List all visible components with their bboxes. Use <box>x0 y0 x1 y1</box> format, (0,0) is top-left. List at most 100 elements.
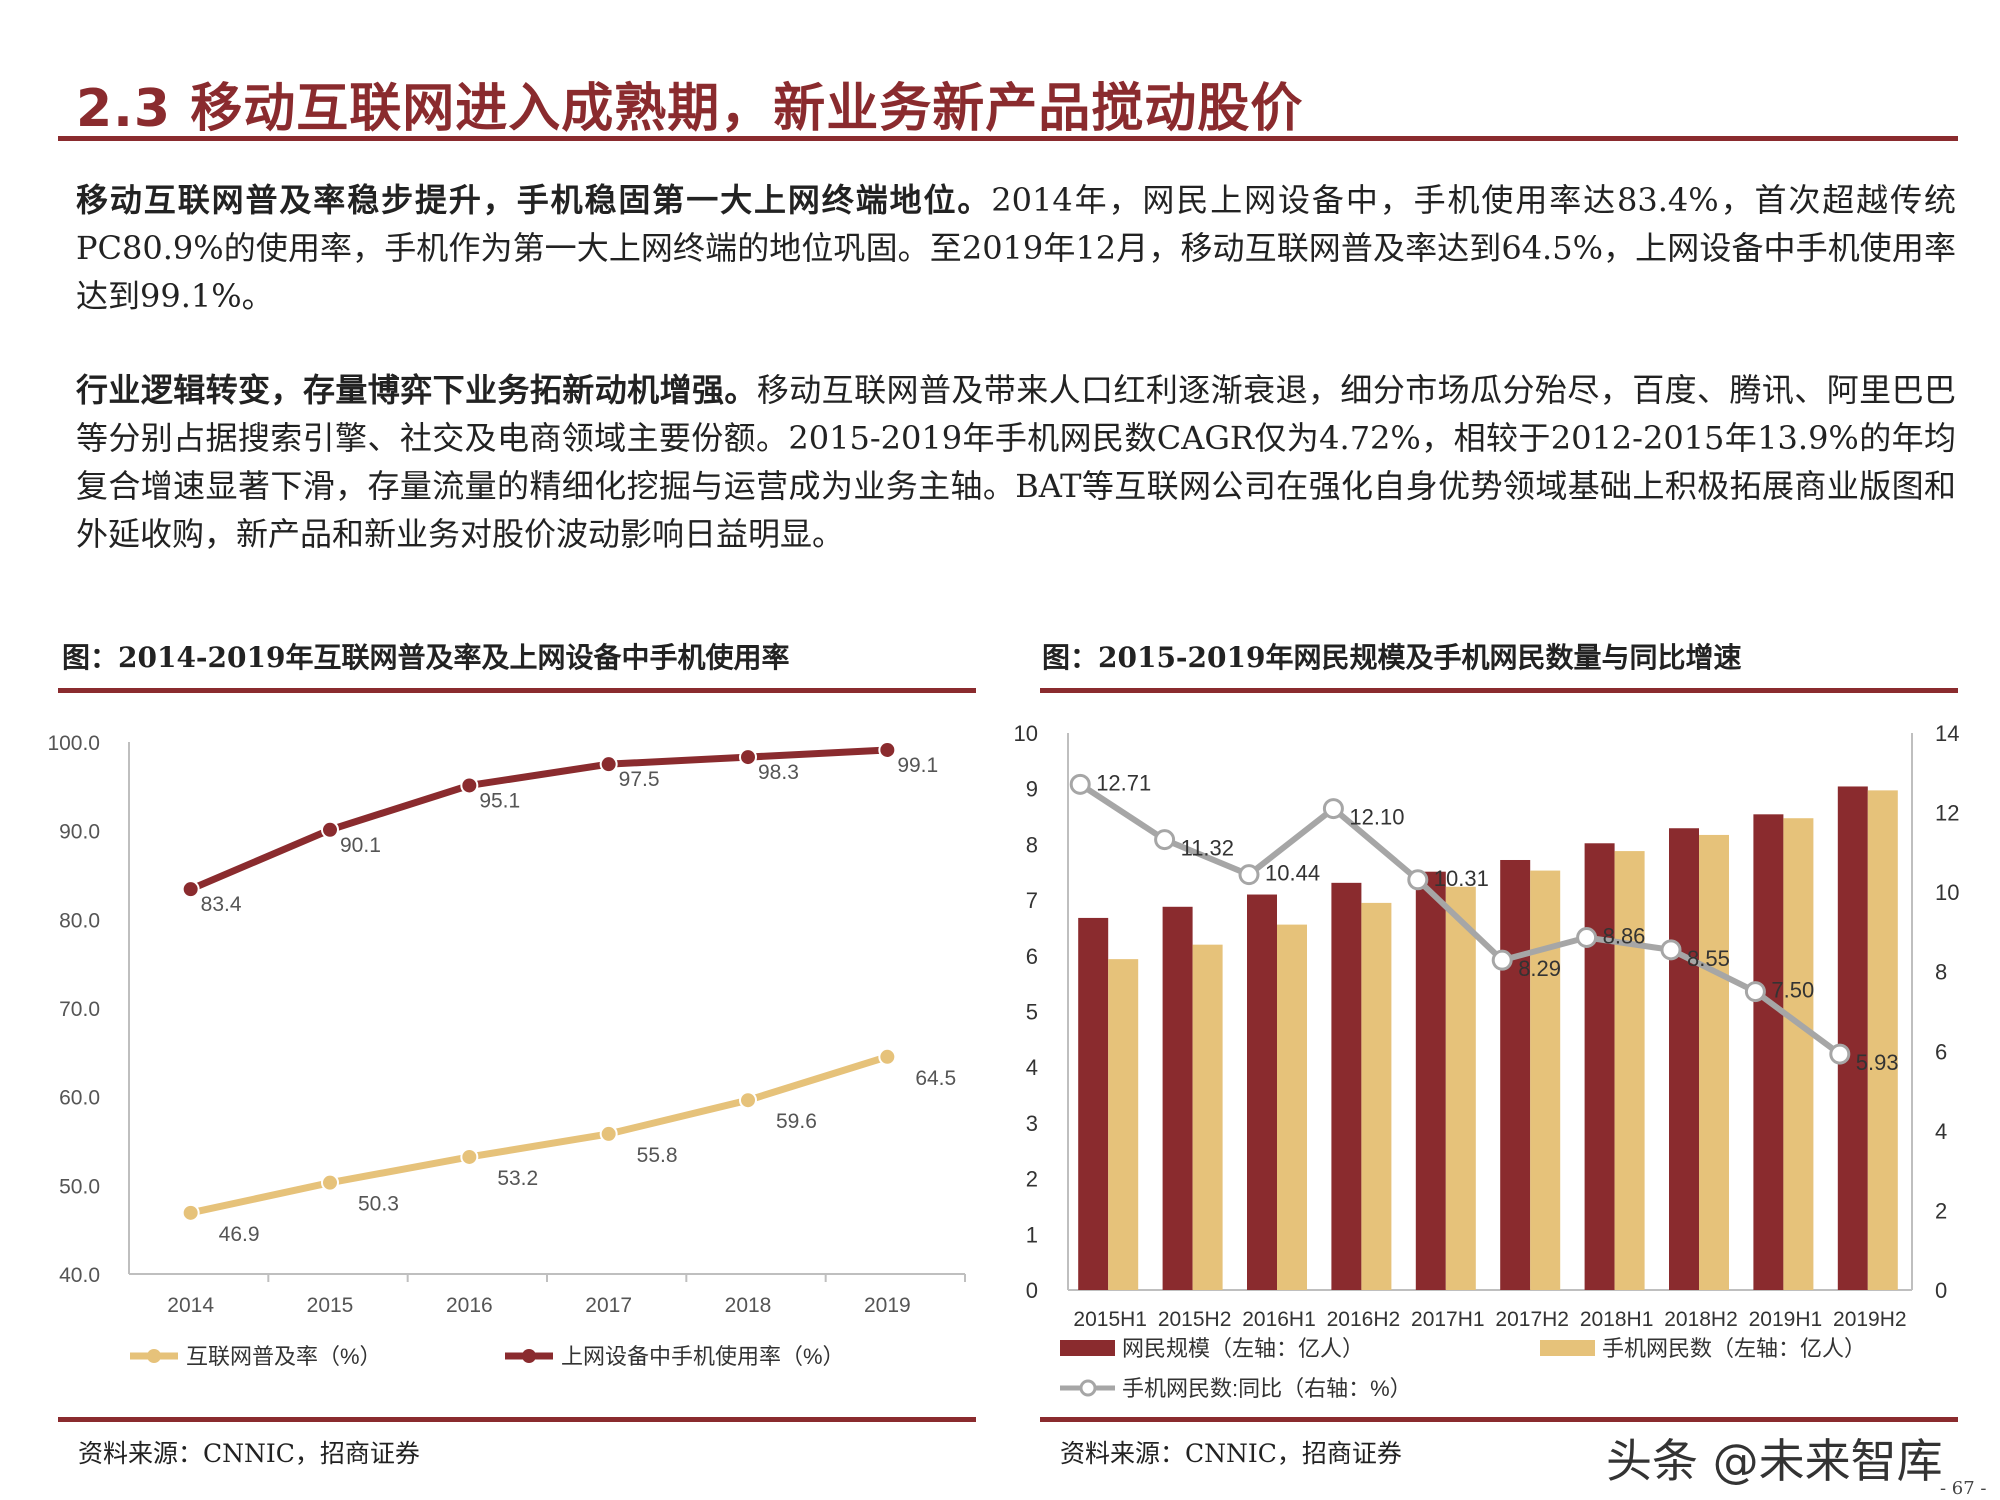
growth-point <box>1744 981 1766 1003</box>
paragraph-2: 行业逻辑转变，存量博弈下业务拓新动机增强。移动互联网普及带来人口红利逐渐衰退，细… <box>76 366 1956 558</box>
data-point <box>321 1173 339 1192</box>
legend-label: 手机网民数（左轴：亿人） <box>1602 1336 1866 1361</box>
right-chart-title: 图：2015-2019年网民规模及手机网民数量与同比增速 <box>1042 641 1742 674</box>
left-tick-label: 10 <box>1014 721 1038 746</box>
bar <box>1614 851 1645 1290</box>
data-label: 83.4 <box>201 893 242 916</box>
growth-point <box>1238 864 1260 886</box>
left-tick-label: 5 <box>1026 1000 1038 1025</box>
section-title: 2.3 移动互联网进入成熟期，新业务新产品搅动股价 <box>76 79 1304 139</box>
series-line <box>189 746 888 893</box>
page-number: - 67 - <box>1940 1478 1987 1499</box>
data-point <box>878 740 897 759</box>
left-chart-bottom-rule <box>58 1417 976 1422</box>
legend-label: 网民规模（左轴：亿人） <box>1122 1336 1364 1361</box>
right-chart-top-rule <box>1040 688 1958 693</box>
data-label: 46.9 <box>219 1223 260 1246</box>
growth-label: 8.29 <box>1518 956 1561 981</box>
right-tick-label: 10 <box>1935 880 1959 905</box>
growth-point <box>1154 829 1176 851</box>
bar <box>1837 786 1868 1290</box>
bar <box>1192 944 1223 1290</box>
y-tick-label: 80.0 <box>59 909 100 932</box>
right-tick-label: 6 <box>1935 1039 1947 1064</box>
x-tick-label: 2015 <box>307 1294 354 1317</box>
x-tick-label: 2019H2 <box>1833 1308 1907 1331</box>
bar <box>1108 959 1139 1290</box>
series-line <box>189 1053 889 1217</box>
data-point <box>878 1047 897 1066</box>
bar <box>1078 917 1109 1290</box>
bar <box>1584 843 1615 1290</box>
growth-point <box>1829 1043 1851 1065</box>
left-chart: 40.0 50.0 60.0 70.0 80.0 90.0 100.0 2014 2015 201… <box>47 732 966 1369</box>
legend-swatch <box>1540 1340 1595 1356</box>
bar <box>1247 894 1277 1290</box>
left-tick-label: 9 <box>1026 777 1038 802</box>
data-label: 53.2 <box>497 1167 538 1190</box>
data-label: 50.3 <box>358 1193 399 1216</box>
data-label: 90.1 <box>340 834 381 857</box>
data-label: 55.8 <box>637 1144 678 1167</box>
bar <box>1669 828 1699 1290</box>
data-label: 59.6 <box>776 1110 817 1133</box>
bar <box>1699 834 1729 1290</box>
left-tick-label: 8 <box>1026 832 1038 857</box>
x-tick-label: 2016 <box>446 1294 493 1317</box>
y-tick-label: 70.0 <box>59 998 100 1021</box>
growth-label: 8.86 <box>1603 923 1646 948</box>
data-point <box>739 748 757 767</box>
growth-point <box>1069 773 1091 795</box>
x-tick-label: 2019H1 <box>1749 1308 1823 1331</box>
x-tick-label: 2018 <box>725 1294 772 1317</box>
left-tick-label: 2 <box>1026 1167 1038 1192</box>
growth-point <box>1491 949 1513 971</box>
data-label: 98.3 <box>758 761 799 784</box>
bar <box>1331 882 1362 1290</box>
paragraph-2-body: 移动互联网普及带来人口红利逐渐衰退，细分市场瓜分殆尽，百度、腾讯、阿里巴巴等分别… <box>76 371 1956 553</box>
data-point <box>321 820 339 839</box>
left-tick-label: 6 <box>1026 944 1038 969</box>
data-point <box>739 1091 757 1110</box>
x-tick-label: 2017 <box>585 1294 632 1317</box>
legend-label: 上网设备中手机使用率（%） <box>561 1344 845 1369</box>
data-point <box>181 1203 200 1222</box>
watermark: 头条 @未来智库 <box>1606 1434 1943 1488</box>
right-chart-source: 资料来源：CNNIC，招商证券 <box>1060 1439 1402 1468</box>
y-tick-label: 60.0 <box>59 1087 100 1110</box>
left-tick-label: 3 <box>1026 1111 1038 1136</box>
left-tick-label: 4 <box>1026 1055 1038 1080</box>
x-tick-label: 2014 <box>167 1294 214 1317</box>
x-tick-label: 2015H1 <box>1073 1308 1147 1331</box>
x-tick-label: 2018H2 <box>1664 1308 1738 1331</box>
growth-point <box>1576 926 1598 948</box>
growth-label: 10.44 <box>1265 861 1320 886</box>
x-tick-label: 2018H1 <box>1580 1308 1654 1331</box>
data-point <box>460 1147 479 1166</box>
paragraph-1-body: 2014年，网民上网设备中，手机使用率达83.4%，首次超越传统PC80.9%的… <box>76 181 1956 315</box>
bar <box>1445 886 1476 1290</box>
bar <box>1783 818 1814 1290</box>
growth-point <box>1660 939 1682 961</box>
x-tick-label: 2016H1 <box>1242 1308 1316 1331</box>
data-point <box>599 1124 618 1143</box>
legend-swatch <box>1060 1340 1115 1356</box>
y-tick-label: 90.0 <box>59 821 100 844</box>
left-tick-label: 0 <box>1026 1278 1038 1303</box>
x-tick-label: 2017H1 <box>1411 1308 1485 1331</box>
right-tick-label: 8 <box>1935 960 1947 985</box>
data-label: 97.5 <box>619 768 660 791</box>
growth-label: 10.31 <box>1434 866 1489 891</box>
y-tick-label: 100.0 <box>47 732 100 755</box>
growth-label: 11.32 <box>1181 836 1234 861</box>
left-chart-top-rule <box>58 688 976 693</box>
legend-marker <box>522 1349 536 1363</box>
x-tick-label: 2019 <box>864 1294 911 1317</box>
x-tick-label: 2015H2 <box>1158 1308 1232 1331</box>
bar <box>1361 902 1392 1290</box>
bar <box>1162 906 1193 1290</box>
x-tick-label: 2016H2 <box>1327 1308 1401 1331</box>
left-chart-source: 资料来源：CNNIC，招商证券 <box>78 1439 420 1468</box>
y-tick-label: 50.0 <box>59 1175 100 1198</box>
